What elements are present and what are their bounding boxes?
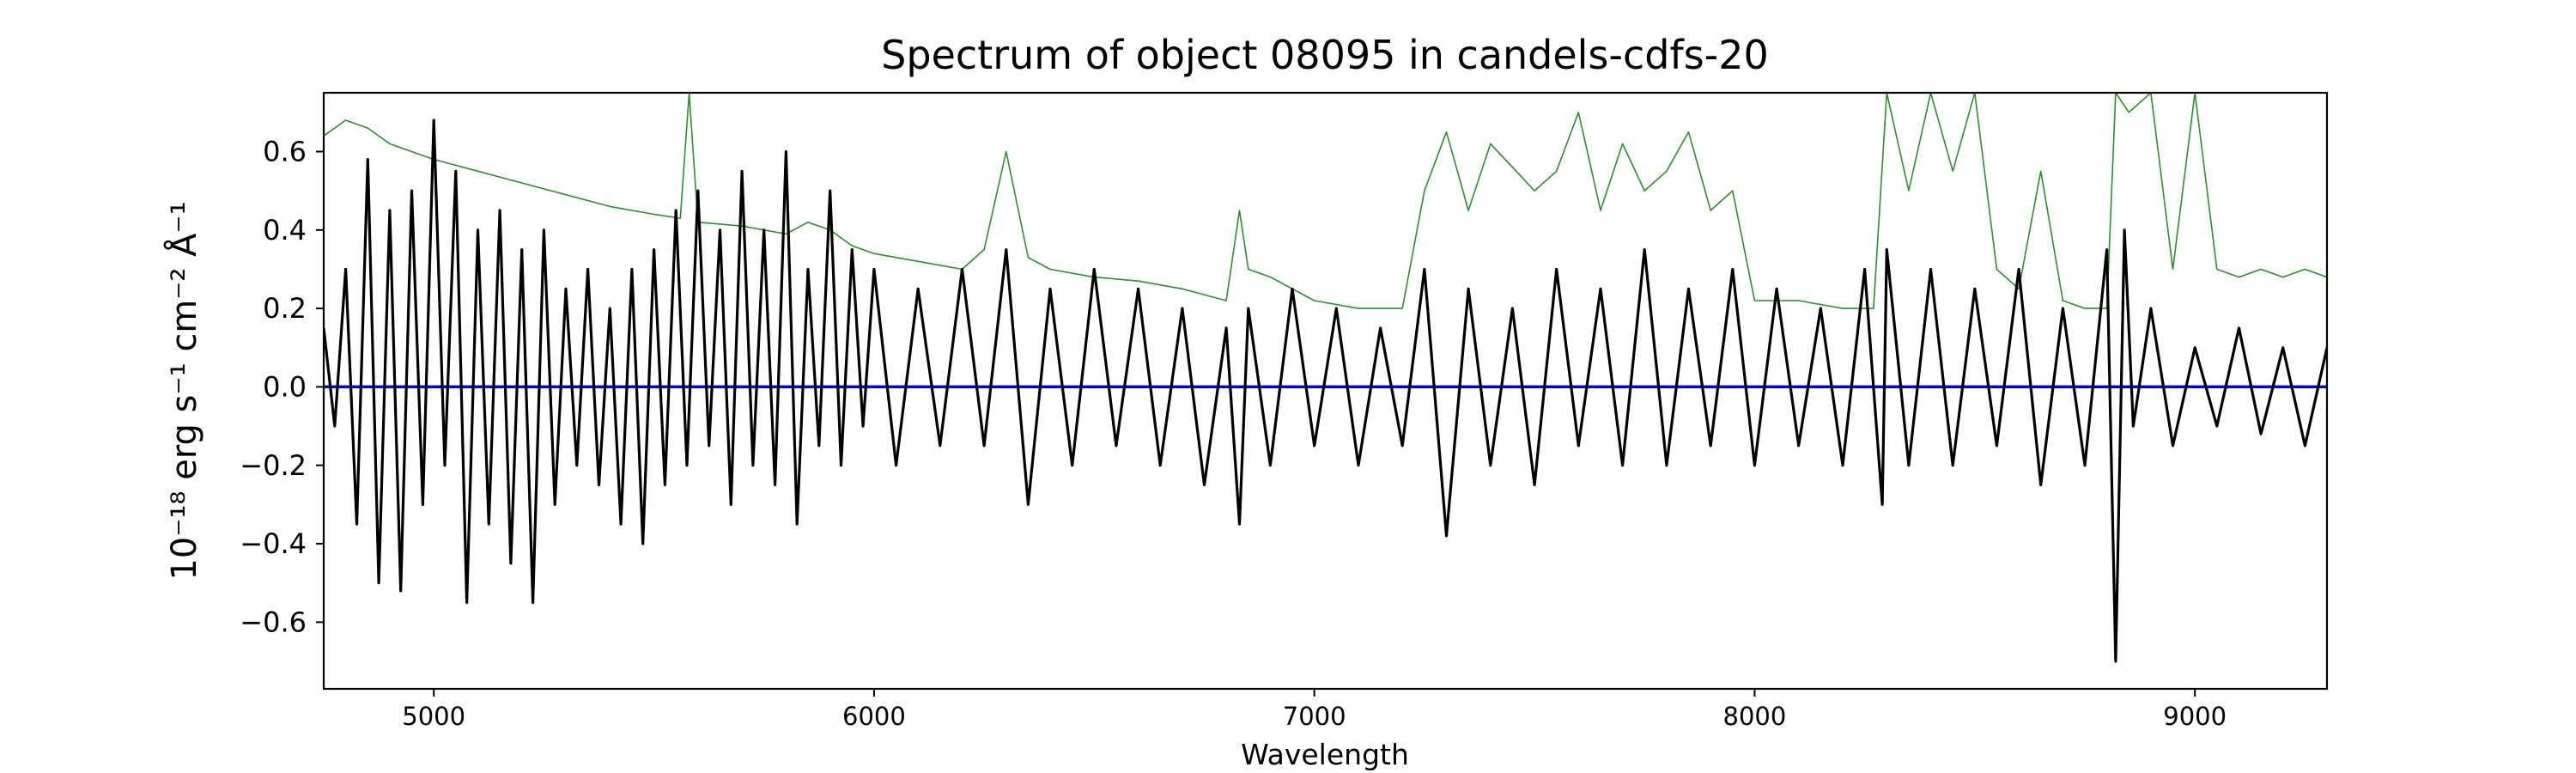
series-line-0 xyxy=(324,93,2327,309)
y-tick-label: 0.4 xyxy=(263,214,307,247)
x-axis-label: Wavelength xyxy=(1241,738,1409,771)
x-tick-label: 5000 xyxy=(402,702,465,731)
y-tick-label: 0.2 xyxy=(263,292,307,325)
series-line-2 xyxy=(324,119,2327,663)
series-layer xyxy=(324,93,2327,663)
y-axis: −0.6 −0.4 −0.2 0.0 0.2 0.4 0.6 xyxy=(240,135,324,638)
y-tick-label: 0.0 xyxy=(263,370,307,403)
x-tick-label: 7000 xyxy=(1283,702,1346,731)
chart-title: Spectrum of object 08095 in candels-cdfs… xyxy=(881,32,1769,78)
y-axis-label: 10⁻¹⁸ erg s⁻¹ cm⁻² Å⁻¹ xyxy=(163,201,204,580)
x-axis: 5000 6000 7000 8000 9000 xyxy=(402,689,2227,731)
y-tick-label: −0.4 xyxy=(240,527,307,560)
y-tick-label: −0.2 xyxy=(240,449,307,482)
y-tick-label: −0.6 xyxy=(240,606,307,638)
y-tick-label: 0.6 xyxy=(263,135,307,167)
x-tick-label: 9000 xyxy=(2163,702,2227,731)
plot-frame xyxy=(322,91,2329,691)
x-tick-label: 6000 xyxy=(842,702,906,731)
x-tick-label: 8000 xyxy=(1723,702,1787,731)
